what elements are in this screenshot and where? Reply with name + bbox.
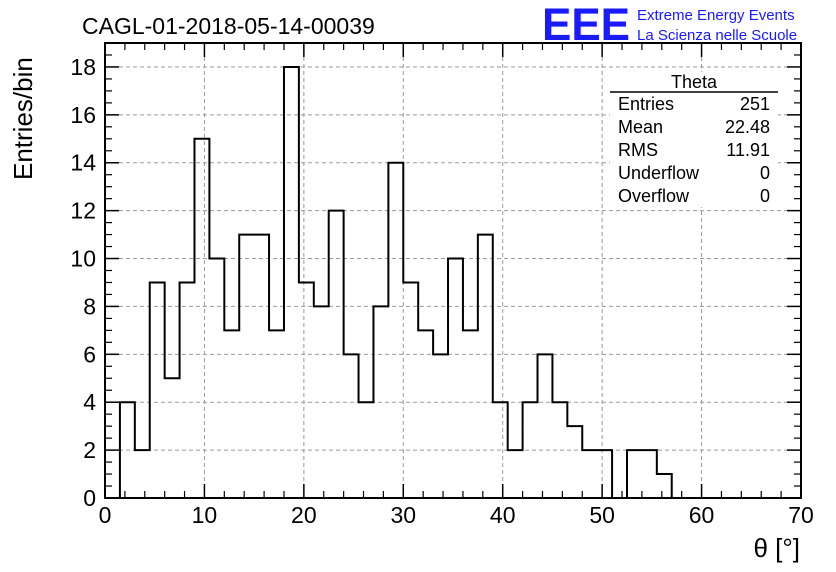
y-tick-label: 18 (70, 54, 96, 80)
stats-rows: Entries 251 Mean 22.48 RMS 11.91 Underflow 0 Ove… (618, 94, 770, 206)
y-tick-label: 4 (83, 389, 96, 415)
stats-row-value: 0 (760, 186, 770, 206)
stats-row-value: 22.48 (725, 117, 770, 137)
y-tick-label: 2 (83, 437, 96, 463)
stats-row-label: Underflow (618, 163, 700, 183)
stats-row-label: Mean (618, 117, 663, 137)
stats-row-value: 0 (760, 163, 770, 183)
y-tick-label: 10 (70, 246, 96, 272)
stats-row-label: Overflow (618, 186, 690, 206)
y-tick-label: 12 (70, 198, 96, 224)
x-tick-label: 0 (99, 502, 112, 528)
stats-box: Theta Entries 251 Mean 22.48 RMS 11.91 Underfl… (610, 72, 778, 207)
stats-row-value: 251 (740, 94, 770, 114)
stats-row-label: Entries (618, 94, 674, 114)
org-line2: La Scienza nelle Scuole (637, 27, 797, 44)
histogram-outline (105, 65, 687, 499)
x-tick-label: 70 (788, 502, 814, 528)
stats-row-value: 11.91 (726, 140, 770, 160)
eee-logo: EEE (542, 0, 630, 50)
run-title: CAGL-01-2018-05-14-00039 (82, 13, 375, 39)
y-tick-label: 8 (83, 293, 96, 319)
x-axis-label: θ [°] (753, 533, 800, 563)
y-axis-label: Entries/bin (8, 57, 38, 180)
axes: 0 10 20 30 40 50 60 70 0 2 4 6 8 10 12 14 16 18 (70, 43, 814, 528)
stats-row-label: RMS (618, 140, 658, 160)
org-line1: Extreme Energy Events (637, 7, 795, 24)
y-tick-label: 14 (70, 150, 96, 176)
x-tick-label: 60 (689, 502, 715, 528)
x-tick-label: 50 (589, 502, 615, 528)
stats-box-bg (610, 72, 778, 207)
x-tick-label: 10 (192, 502, 218, 528)
x-tick-label: 40 (490, 502, 516, 528)
stats-title: Theta (671, 72, 718, 92)
y-tick-label: 6 (83, 341, 96, 367)
y-tick-label: 0 (83, 485, 96, 511)
x-tick-label: 30 (390, 502, 416, 528)
x-tick-label: 20 (291, 502, 317, 528)
y-tick-label: 16 (70, 102, 96, 128)
